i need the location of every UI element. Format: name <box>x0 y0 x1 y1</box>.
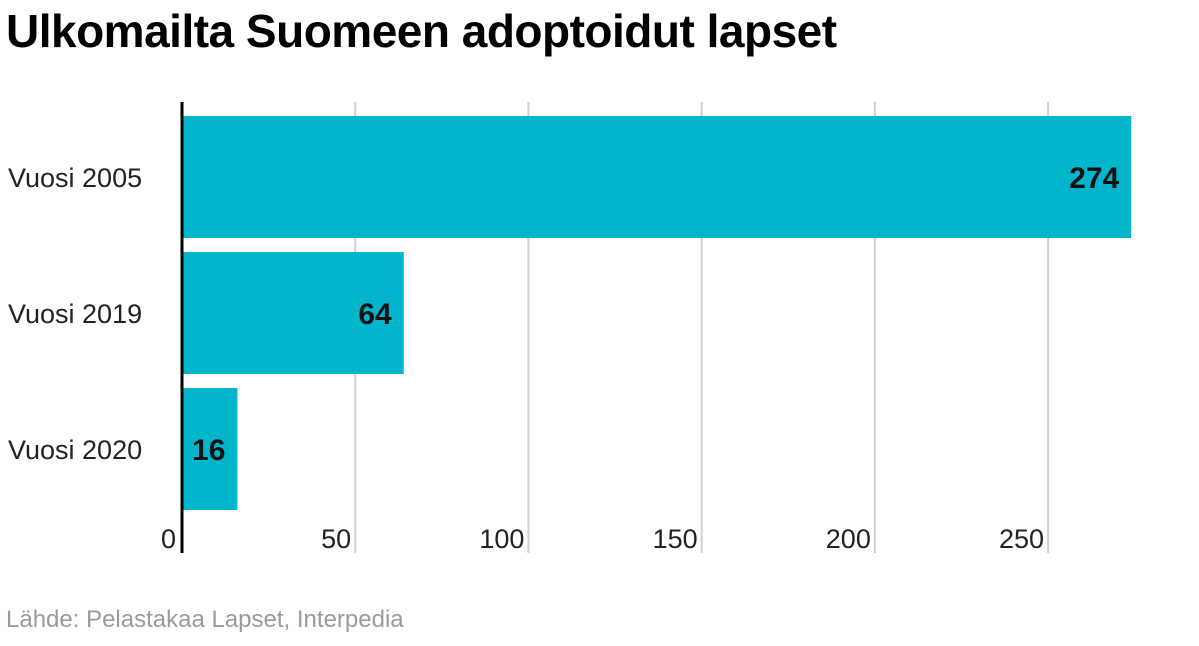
bar-0 <box>182 116 1132 238</box>
bar-value-label-2: 16 <box>192 434 225 467</box>
category-labels: Vuosi 2005 Vuosi 2019 Vuosi 2020 <box>8 163 142 465</box>
x-tick-label-200: 200 <box>826 524 871 554</box>
x-tick-label-100: 100 <box>479 524 524 554</box>
x-tick-label-250: 250 <box>999 524 1044 554</box>
x-tick-label-0: 0 <box>161 524 176 554</box>
bar-2 <box>182 388 238 510</box>
category-label-2: Vuosi 2020 <box>8 435 142 465</box>
bar-value-label-1: 64 <box>358 298 392 331</box>
bar-value-label-0: 274 <box>1069 162 1119 195</box>
x-tick-label-50: 50 <box>321 524 351 554</box>
chart-title: Ulkomailta Suomeen adoptoidut lapset <box>6 5 837 57</box>
bar-1 <box>182 252 404 374</box>
category-label-1: Vuosi 2019 <box>8 299 142 329</box>
x-axis-ticks: 0 50 100 150 200 250 <box>161 524 1044 554</box>
bars: 274 64 16 <box>182 116 1132 510</box>
x-tick-label-150: 150 <box>653 524 698 554</box>
source-note: Lähde: Pelastakaa Lapset, Interpedia <box>6 606 404 633</box>
category-label-0: Vuosi 2005 <box>8 163 142 193</box>
